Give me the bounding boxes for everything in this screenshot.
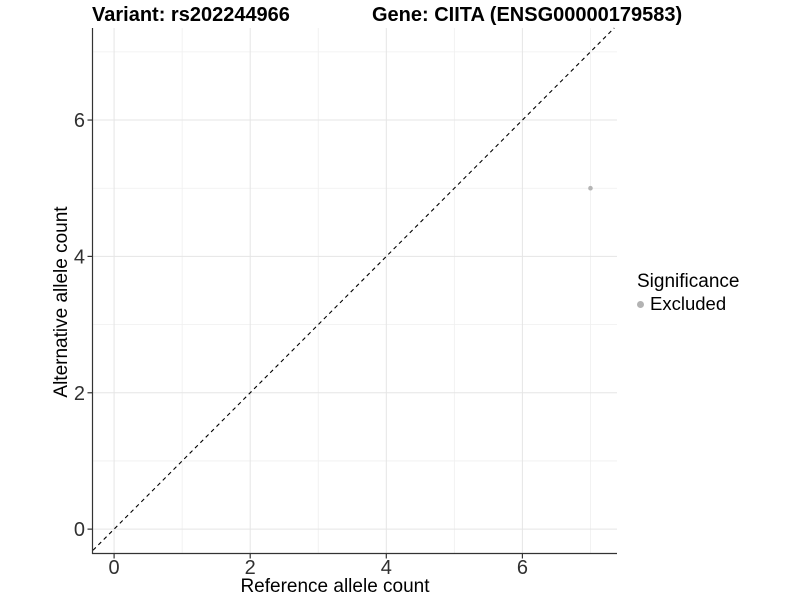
data-point <box>588 185 593 191</box>
x-tick-label: 0 <box>109 557 120 579</box>
y-tick-label: 0 <box>74 519 85 541</box>
legend-marker-circle-icon <box>637 300 644 308</box>
legend: Significance Excluded <box>637 271 739 314</box>
variant-title: Variant: rs202244966 <box>92 4 290 26</box>
identity-reference-line <box>92 27 615 551</box>
legend-entry: Excluded <box>637 294 739 314</box>
legend-title: Significance <box>637 271 740 292</box>
y-tick-label: 6 <box>74 110 85 132</box>
gene-title: Gene: CIITA (ENSG00000179583) <box>372 4 683 26</box>
y-tick-label: 2 <box>74 383 85 405</box>
legend-entry-label: Excluded <box>650 293 727 314</box>
x-tick-label: 2 <box>245 557 256 579</box>
y-tick-label: 4 <box>74 246 85 268</box>
x-axis-title: Reference allele count <box>240 576 430 597</box>
y-axis-title: Alternative allele count <box>51 206 72 398</box>
x-tick-label: 4 <box>381 557 392 579</box>
x-tick-label: 6 <box>517 557 528 579</box>
